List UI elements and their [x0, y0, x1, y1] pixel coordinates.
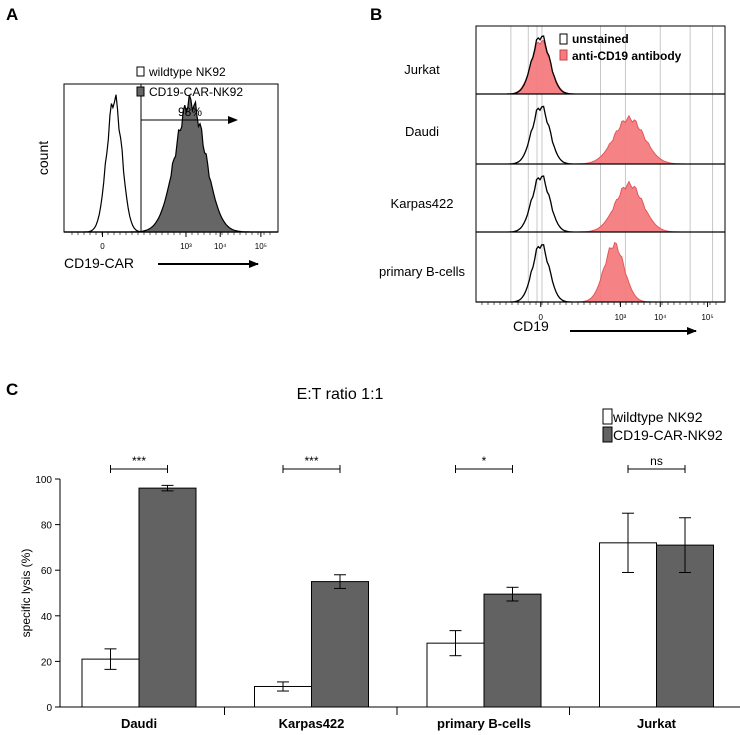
significance-label: *	[482, 454, 487, 468]
panel-a-legend: wildtype NK92 CD19-CAR-NK92	[136, 65, 243, 99]
panel-c-bars	[81, 484, 714, 708]
legend-label-wildtype-c: wildtype NK92	[612, 409, 703, 425]
panel-a-y-label: count	[35, 141, 51, 175]
x-tick-label: 10³	[180, 242, 192, 251]
y-tick-label: 60	[41, 566, 53, 577]
legend-swatch-car	[136, 86, 145, 97]
x-tick-label: 10⁴	[214, 242, 227, 251]
significance-label: ns	[650, 454, 663, 468]
panel-c-legend: wildtype NK92 CD19-CAR-NK92	[602, 408, 723, 443]
panel-a-gate-label: 98%	[178, 105, 202, 119]
panel-a-frame	[63, 83, 279, 233]
significance-label: ***	[132, 454, 146, 468]
bar-cd19-car	[483, 593, 542, 708]
y-tick-label: 20	[41, 657, 53, 668]
legend-swatch-car-c	[602, 426, 613, 443]
panel-c-label: C	[6, 380, 18, 399]
row-frame	[475, 231, 726, 303]
panel-a-label: A	[6, 5, 18, 24]
x-tick-label: 0	[100, 242, 105, 251]
row-label-karpas422: Karpas422	[391, 196, 454, 211]
histogram-cd19-car	[64, 94, 278, 233]
row-label-primary-b-cells: primary B-cells	[379, 264, 465, 279]
legend-label-car-c: CD19-CAR-NK92	[613, 427, 723, 443]
y-tick-label: 40	[41, 612, 53, 623]
legend-swatch-wildtype	[136, 66, 145, 77]
category-label: Karpas422	[279, 716, 345, 731]
legend-swatch-unstained	[559, 33, 568, 45]
y-tick-label: 100	[35, 475, 52, 486]
y-tick-label: 80	[41, 521, 53, 532]
panel-a: A 98% 0 10³ 10⁴ 10⁵ count CD19-CAR wildtype…	[6, 5, 279, 271]
legend-label-wildtype: wildtype NK92	[148, 65, 226, 79]
panel-b-x-label: CD19	[513, 318, 549, 334]
x-tick-label: 10⁴	[654, 313, 667, 322]
legend-label-car: CD19-CAR-NK92	[149, 85, 243, 99]
x-tick-label: 10⁵	[255, 242, 267, 251]
legend-label-unstained: unstained	[572, 32, 629, 46]
panel-c: C E:T ratio 1:1 wildtype NK92 CD19-CAR-N…	[6, 380, 740, 731]
significance-label: ***	[304, 454, 318, 468]
legend-swatch-wildtype-c	[602, 408, 613, 425]
panel-b-legend: unstained anti-CD19 antibody	[559, 32, 682, 63]
panel-c-title: E:T ratio 1:1	[297, 386, 384, 403]
panel-b-label: B	[370, 5, 382, 24]
x-tick-label: 0	[539, 313, 544, 322]
x-tick-label: 10³	[615, 313, 627, 322]
legend-label-anti-cd19: anti-CD19 antibody	[572, 49, 682, 63]
category-label: primary B-cells	[437, 716, 531, 731]
panel-c-significance: *** *** * ns	[110, 454, 686, 473]
panel-b-x-ticks: 0 10³ 10⁴ 10⁵	[481, 302, 717, 322]
panel-b-row-frames	[475, 25, 726, 303]
panel-b: B Jurkat Daudi Karpas422 primary B-cells…	[370, 5, 726, 335]
panel-a-histograms	[64, 94, 278, 233]
y-tick-label: 0	[46, 703, 52, 714]
x-tick-label: 10⁵	[701, 313, 713, 322]
panel-c-categories: Daudi Karpas422 primary B-cells Jurkat	[121, 707, 677, 731]
panel-a-x-label: CD19-CAR	[64, 255, 134, 271]
bar-cd19-car	[138, 487, 197, 708]
category-label: Jurkat	[637, 716, 677, 731]
bar-cd19-car	[311, 581, 369, 708]
panel-a-x-ticks: 0 10³ 10⁴ 10⁵	[71, 232, 271, 251]
panel-c-y-label: specific lysis (%)	[19, 549, 33, 638]
row-label-daudi: Daudi	[405, 124, 439, 139]
row-label-jurkat: Jurkat	[404, 62, 440, 77]
category-label: Daudi	[121, 716, 157, 731]
legend-swatch-anti-cd19	[559, 49, 568, 61]
panel-b-row-labels: Jurkat Daudi Karpas422 primary B-cells	[379, 62, 465, 279]
